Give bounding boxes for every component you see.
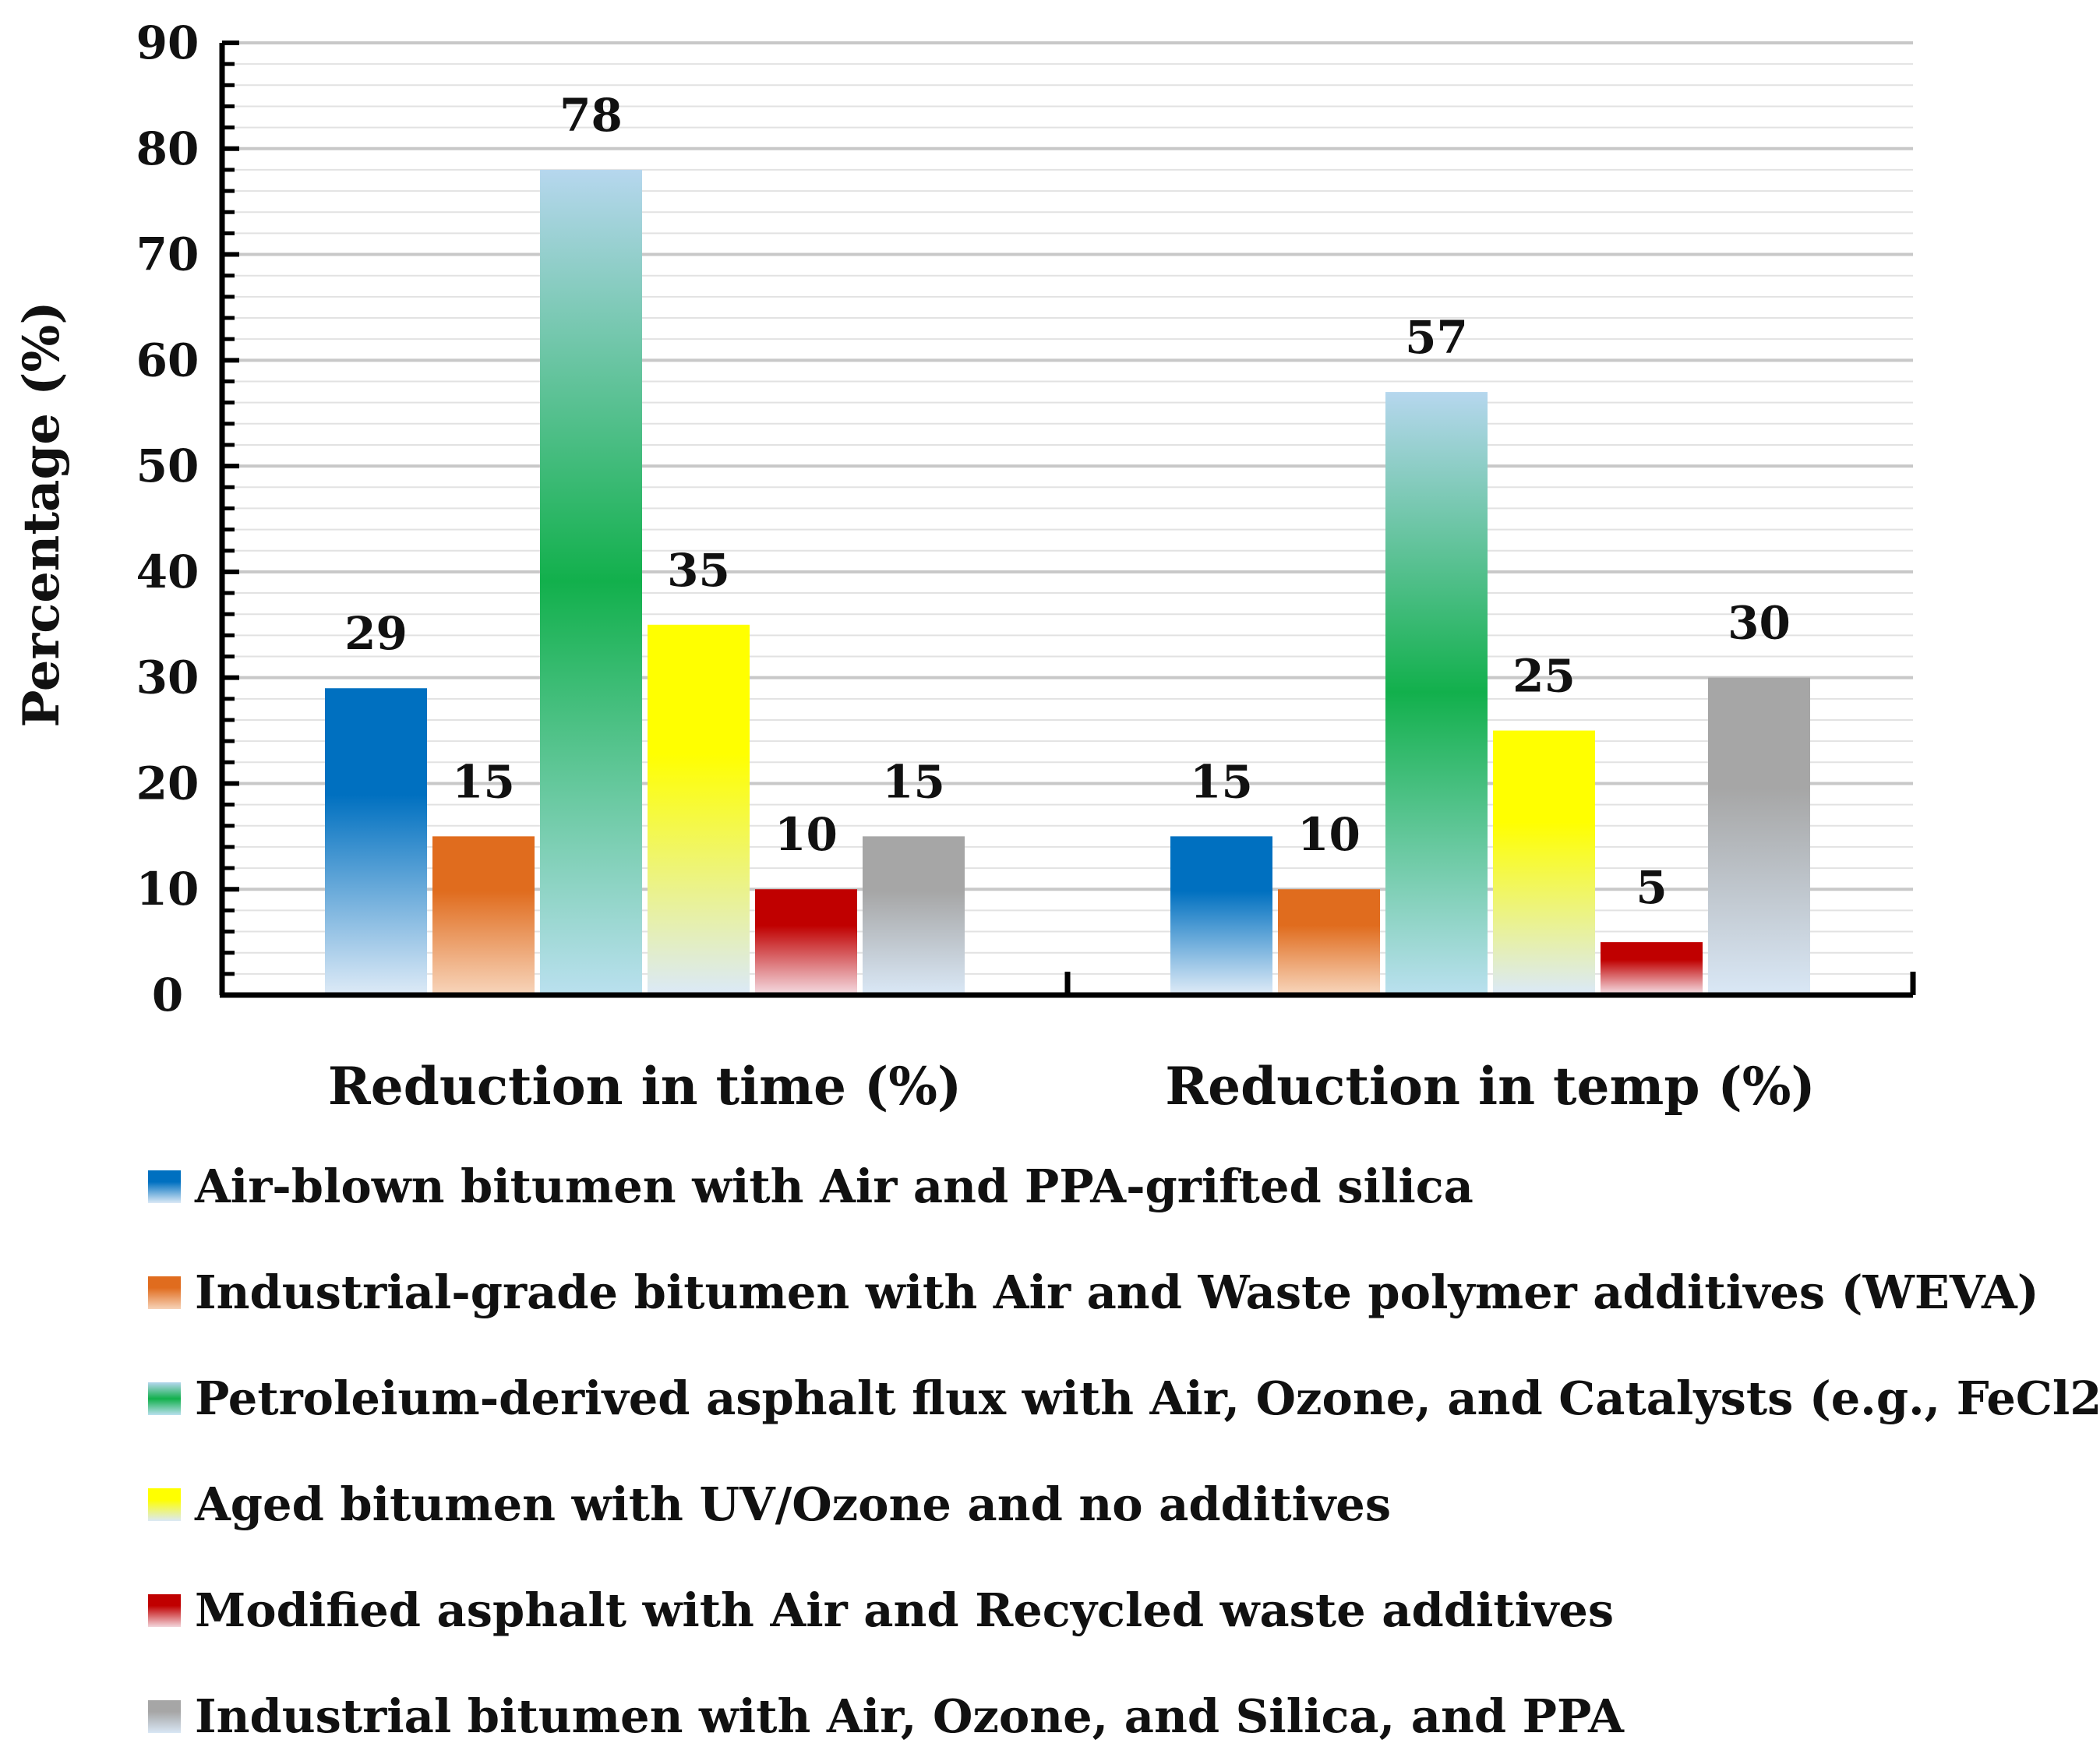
legend-swatch [148,1276,181,1309]
legend-label: Modified asphalt with Air and Recycled w… [195,1583,1614,1637]
bar [325,688,427,993]
legend: Air-blown bitumen with Air and PPA-grift… [148,1159,2100,1743]
data-label: 15 [1190,755,1253,808]
y-tick-label: 20 [136,757,199,810]
legend-label: Industrial bitumen with Air, Ozone, and … [195,1689,1625,1743]
bar [540,169,642,993]
y-tick-labels: 0 10 20 30 40 50 60 70 80 90 [136,16,199,1022]
bar [648,624,750,993]
legend-label: Industrial-grade bitumen with Air and Wa… [195,1265,2039,1319]
legend-label: Air-blown bitumen with Air and PPA-grift… [194,1159,1474,1213]
legend-item: Industrial bitumen with Air, Ozone, and … [148,1689,1625,1743]
legend-item: Petroleium-derived asphalt flux with Air… [148,1371,2100,1425]
legend-swatch [148,1594,181,1627]
legend-swatch [148,1700,181,1733]
data-label: 10 [1297,808,1361,861]
legend-swatch [148,1488,181,1521]
bar [755,889,857,993]
legend-item: Air-blown bitumen with Air and PPA-grift… [148,1159,1474,1213]
data-label: 15 [882,755,945,808]
y-tick-label: 40 [136,545,199,598]
y-tick-label: 80 [136,122,199,175]
data-label: 35 [667,544,730,597]
legend-label: Petroleium-derived asphalt flux with Air… [195,1371,2100,1425]
category-labels: Reduction in time (%) Reduction in temp (… [328,1056,1816,1117]
legend-swatch [148,1382,181,1415]
y-tick-label: 0 [152,969,183,1022]
category-label: Reduction in temp (%) [1165,1056,1815,1117]
category-label: Reduction in time (%) [328,1056,962,1117]
data-label: 25 [1512,650,1576,703]
y-tick-label: 50 [136,439,199,492]
bar [1170,836,1272,993]
data-label: 78 [559,89,623,142]
y-tick-label: 70 [136,228,199,281]
bar [1601,942,1703,993]
y-tick-label: 30 [136,651,199,704]
legend-item: Modified asphalt with Air and Recycled w… [148,1583,1614,1637]
data-label: 57 [1405,311,1468,364]
legend-label: Aged bitumen with UV/Ozone and no additi… [194,1477,1391,1531]
y-tick-label: 10 [136,863,199,916]
legend-item: Industrial-grade bitumen with Air and Wa… [148,1265,2039,1319]
data-label: 15 [452,755,515,808]
gridlines [222,41,1913,975]
bar [1278,889,1380,993]
bar [432,836,535,993]
data-labels: 29 15 78 35 10 15 15 10 57 25 5 30 [344,89,1791,914]
axes [219,41,1916,998]
bar [863,836,965,993]
data-label: 30 [1728,597,1791,650]
bar [1493,730,1595,993]
y-tick-label: 90 [136,16,199,69]
bar [1708,677,1810,993]
y-tick-label: 60 [136,334,199,386]
data-label: 5 [1636,861,1667,914]
y-axis-title: Percentage (%) [12,301,71,727]
data-label: 10 [775,808,838,861]
bars [325,169,1810,993]
legend-item: Aged bitumen with UV/Ozone and no additi… [148,1477,1391,1531]
bar [1385,392,1488,993]
legend-swatch [148,1170,181,1203]
data-label: 29 [344,607,408,660]
